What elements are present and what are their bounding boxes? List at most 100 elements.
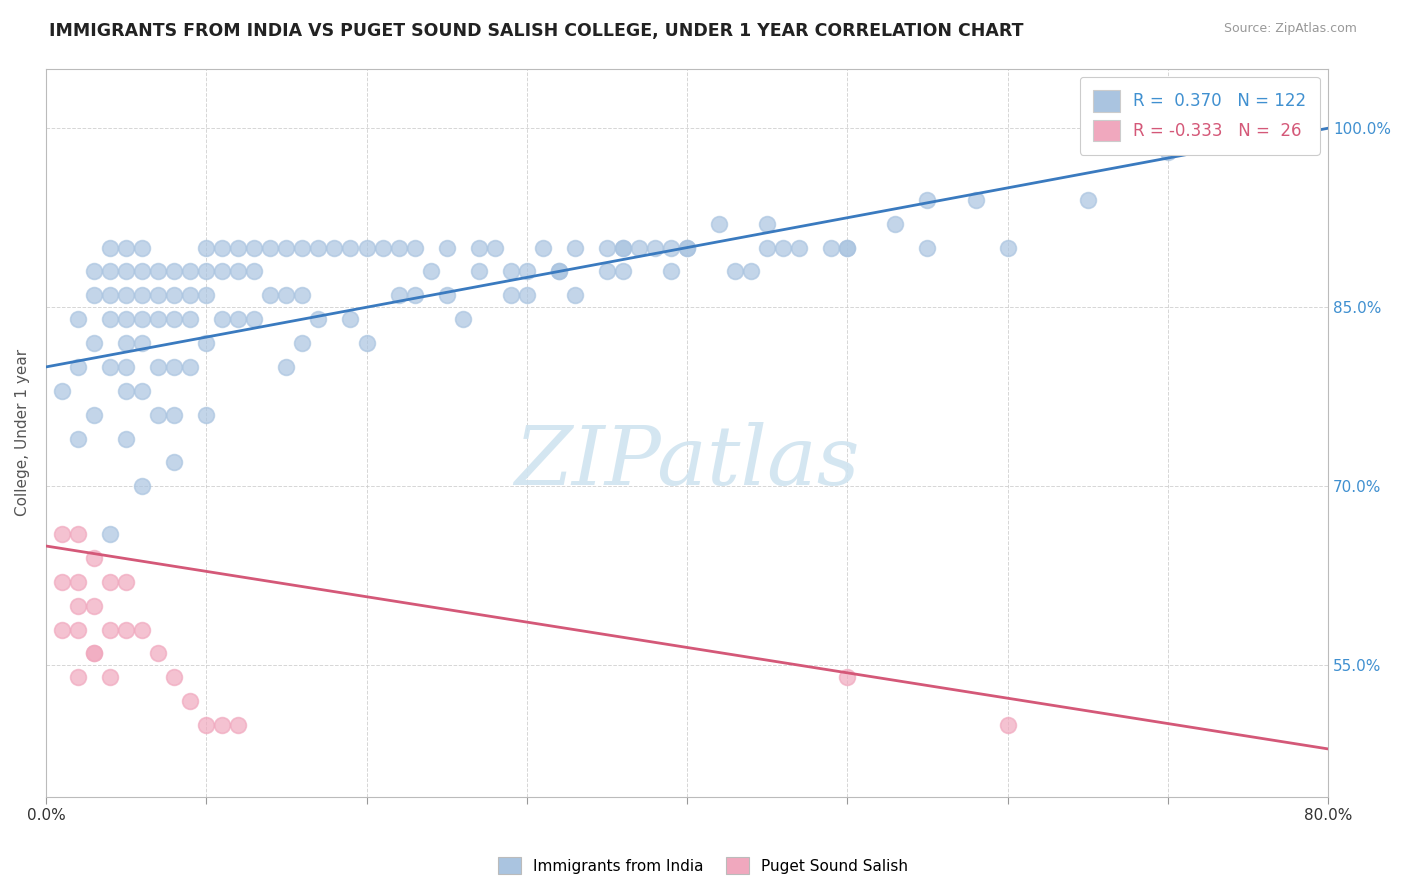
Point	[276, 288, 298, 302]
Point	[356, 241, 378, 255]
Point	[291, 288, 314, 302]
Point	[612, 264, 634, 278]
Point	[644, 241, 666, 255]
Point	[179, 312, 201, 326]
Point	[131, 264, 153, 278]
Point	[339, 312, 361, 326]
Point	[997, 241, 1019, 255]
Point	[163, 670, 186, 684]
Point	[596, 241, 619, 255]
Point	[917, 193, 939, 207]
Point	[211, 241, 233, 255]
Point	[484, 241, 506, 255]
Point	[146, 408, 169, 422]
Point	[115, 359, 138, 374]
Point	[1077, 193, 1099, 207]
Point	[115, 312, 138, 326]
Point	[163, 312, 186, 326]
Point	[787, 241, 810, 255]
Point	[66, 359, 89, 374]
Point	[66, 527, 89, 541]
Point	[211, 718, 233, 732]
Point	[307, 312, 329, 326]
Point	[51, 623, 73, 637]
Point	[163, 408, 186, 422]
Point	[772, 241, 794, 255]
Point	[115, 574, 138, 589]
Point	[837, 670, 859, 684]
Point	[66, 599, 89, 613]
Point	[83, 647, 105, 661]
Point	[115, 241, 138, 255]
Point	[163, 264, 186, 278]
Point	[163, 288, 186, 302]
Point	[115, 288, 138, 302]
Y-axis label: College, Under 1 year: College, Under 1 year	[15, 349, 30, 516]
Point	[307, 241, 329, 255]
Point	[707, 217, 730, 231]
Point	[676, 241, 699, 255]
Point	[323, 241, 346, 255]
Point	[83, 336, 105, 351]
Point	[276, 359, 298, 374]
Point	[516, 288, 538, 302]
Point	[179, 264, 201, 278]
Point	[131, 312, 153, 326]
Point	[276, 241, 298, 255]
Point	[436, 288, 458, 302]
Point	[146, 359, 169, 374]
Point	[965, 193, 987, 207]
Point	[51, 574, 73, 589]
Point	[131, 479, 153, 493]
Point	[259, 241, 281, 255]
Text: IMMIGRANTS FROM INDIA VS PUGET SOUND SALISH COLLEGE, UNDER 1 YEAR CORRELATION CH: IMMIGRANTS FROM INDIA VS PUGET SOUND SAL…	[49, 22, 1024, 40]
Point	[98, 288, 121, 302]
Point	[499, 264, 522, 278]
Point	[51, 527, 73, 541]
Point	[115, 264, 138, 278]
Point	[66, 432, 89, 446]
Point	[564, 241, 586, 255]
Point	[195, 336, 218, 351]
Point	[66, 670, 89, 684]
Point	[163, 359, 186, 374]
Point	[163, 455, 186, 469]
Legend: Immigrants from India, Puget Sound Salish: Immigrants from India, Puget Sound Salis…	[492, 851, 914, 880]
Point	[98, 623, 121, 637]
Point	[243, 312, 266, 326]
Point	[756, 217, 779, 231]
Text: ZIPatlas: ZIPatlas	[515, 422, 860, 501]
Point	[131, 241, 153, 255]
Point	[612, 241, 634, 255]
Point	[195, 718, 218, 732]
Point	[179, 359, 201, 374]
Point	[211, 264, 233, 278]
Point	[98, 574, 121, 589]
Point	[467, 264, 489, 278]
Point	[115, 336, 138, 351]
Point	[997, 718, 1019, 732]
Point	[676, 241, 699, 255]
Point	[467, 241, 489, 255]
Point	[724, 264, 747, 278]
Point	[259, 288, 281, 302]
Point	[83, 408, 105, 422]
Point	[387, 241, 409, 255]
Point	[146, 312, 169, 326]
Point	[179, 694, 201, 708]
Point	[195, 408, 218, 422]
Point	[820, 241, 842, 255]
Point	[451, 312, 474, 326]
Point	[98, 527, 121, 541]
Point	[339, 241, 361, 255]
Point	[291, 336, 314, 351]
Point	[547, 264, 569, 278]
Point	[837, 241, 859, 255]
Point	[356, 336, 378, 351]
Point	[146, 288, 169, 302]
Point	[226, 264, 249, 278]
Point	[195, 241, 218, 255]
Point	[146, 264, 169, 278]
Point	[659, 264, 682, 278]
Point	[547, 264, 569, 278]
